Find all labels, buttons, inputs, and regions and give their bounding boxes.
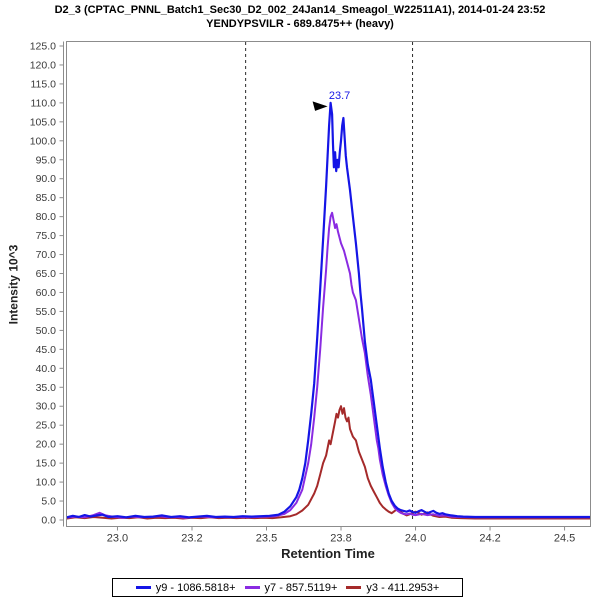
- svg-text:125.0: 125.0: [30, 41, 56, 53]
- plot-border: [66, 41, 591, 527]
- svg-text:40.0: 40.0: [36, 363, 57, 375]
- y-axis-ticks: 0.0 5.0 10.0 15.0 20.0 25.0 30.0 35.0 40.0 45.0 50…: [30, 41, 64, 527]
- x-axis-ticks: 23.0 23.2 23.5 23.8 24.0 24.2 24.5: [107, 526, 575, 545]
- svg-text:45.0: 45.0: [36, 344, 57, 356]
- svg-text:35.0: 35.0: [36, 382, 57, 394]
- legend: y9 - 1086.5818+ y7 - 857.5119+ y3 - 411.…: [112, 578, 463, 597]
- svg-text:23.0: 23.0: [107, 533, 128, 545]
- svg-text:115.0: 115.0: [31, 78, 57, 90]
- chart-title-line2: YENDYPSVILR - 689.8475++ (heavy): [206, 18, 394, 30]
- svg-text:24.5: 24.5: [554, 533, 575, 545]
- svg-text:70.0: 70.0: [36, 249, 57, 261]
- svg-text:55.0: 55.0: [36, 306, 57, 318]
- svg-text:20.0: 20.0: [36, 439, 57, 451]
- legend-label-y9: y9 - 1086.5818+: [155, 581, 236, 594]
- legend-label-y7: y7 - 857.5119+: [264, 581, 338, 594]
- y3-line-swatch-icon: [346, 586, 362, 589]
- y9-line-swatch-icon: [135, 586, 151, 589]
- svg-text:120.0: 120.0: [30, 59, 56, 71]
- svg-text:85.0: 85.0: [36, 192, 57, 204]
- svg-text:75.0: 75.0: [36, 230, 57, 242]
- svg-text:10.0: 10.0: [36, 477, 57, 489]
- x-axis-label: Retention Time: [281, 546, 375, 561]
- svg-text:105.0: 105.0: [30, 116, 56, 128]
- legend-item-y7: y7 - 857.5119+: [244, 581, 338, 594]
- svg-text:30.0: 30.0: [36, 401, 57, 413]
- svg-text:5.0: 5.0: [41, 496, 56, 508]
- trace-y7[interactable]: [67, 211, 592, 519]
- svg-text:23.8: 23.8: [330, 533, 351, 545]
- legend-item-y9: y9 - 1086.5818+: [135, 581, 236, 594]
- svg-text:80.0: 80.0: [36, 211, 57, 223]
- legend-label-y3: y3 - 411.2953+: [366, 581, 440, 594]
- svg-text:15.0: 15.0: [36, 458, 57, 470]
- svg-text:90.0: 90.0: [36, 173, 57, 185]
- svg-text:23.5: 23.5: [256, 533, 277, 545]
- svg-text:65.0: 65.0: [36, 268, 57, 280]
- svg-text:23.2: 23.2: [181, 533, 202, 545]
- trace-y9[interactable]: [67, 101, 592, 519]
- peak-apex-arrow-icon: [312, 101, 328, 111]
- y7-line-swatch-icon: [244, 586, 260, 589]
- chart-title-line1: D2_3 (CPTAC_PNNL_Batch1_Sec30_D2_002_24J…: [54, 4, 546, 16]
- svg-text:95.0: 95.0: [36, 154, 57, 166]
- trace-y3[interactable]: [67, 405, 592, 520]
- svg-text:25.0: 25.0: [36, 420, 57, 432]
- svg-text:24.0: 24.0: [405, 533, 426, 545]
- svg-text:0.0: 0.0: [41, 515, 56, 527]
- svg-text:100.0: 100.0: [30, 135, 56, 147]
- svg-text:24.2: 24.2: [479, 533, 500, 545]
- svg-text:110.0: 110.0: [31, 97, 57, 109]
- svg-text:60.0: 60.0: [36, 287, 57, 299]
- peak-rt-label: 23.7: [329, 90, 350, 102]
- legend-item-y3: y3 - 411.2953+: [346, 582, 439, 594]
- svg-text:50.0: 50.0: [36, 325, 57, 337]
